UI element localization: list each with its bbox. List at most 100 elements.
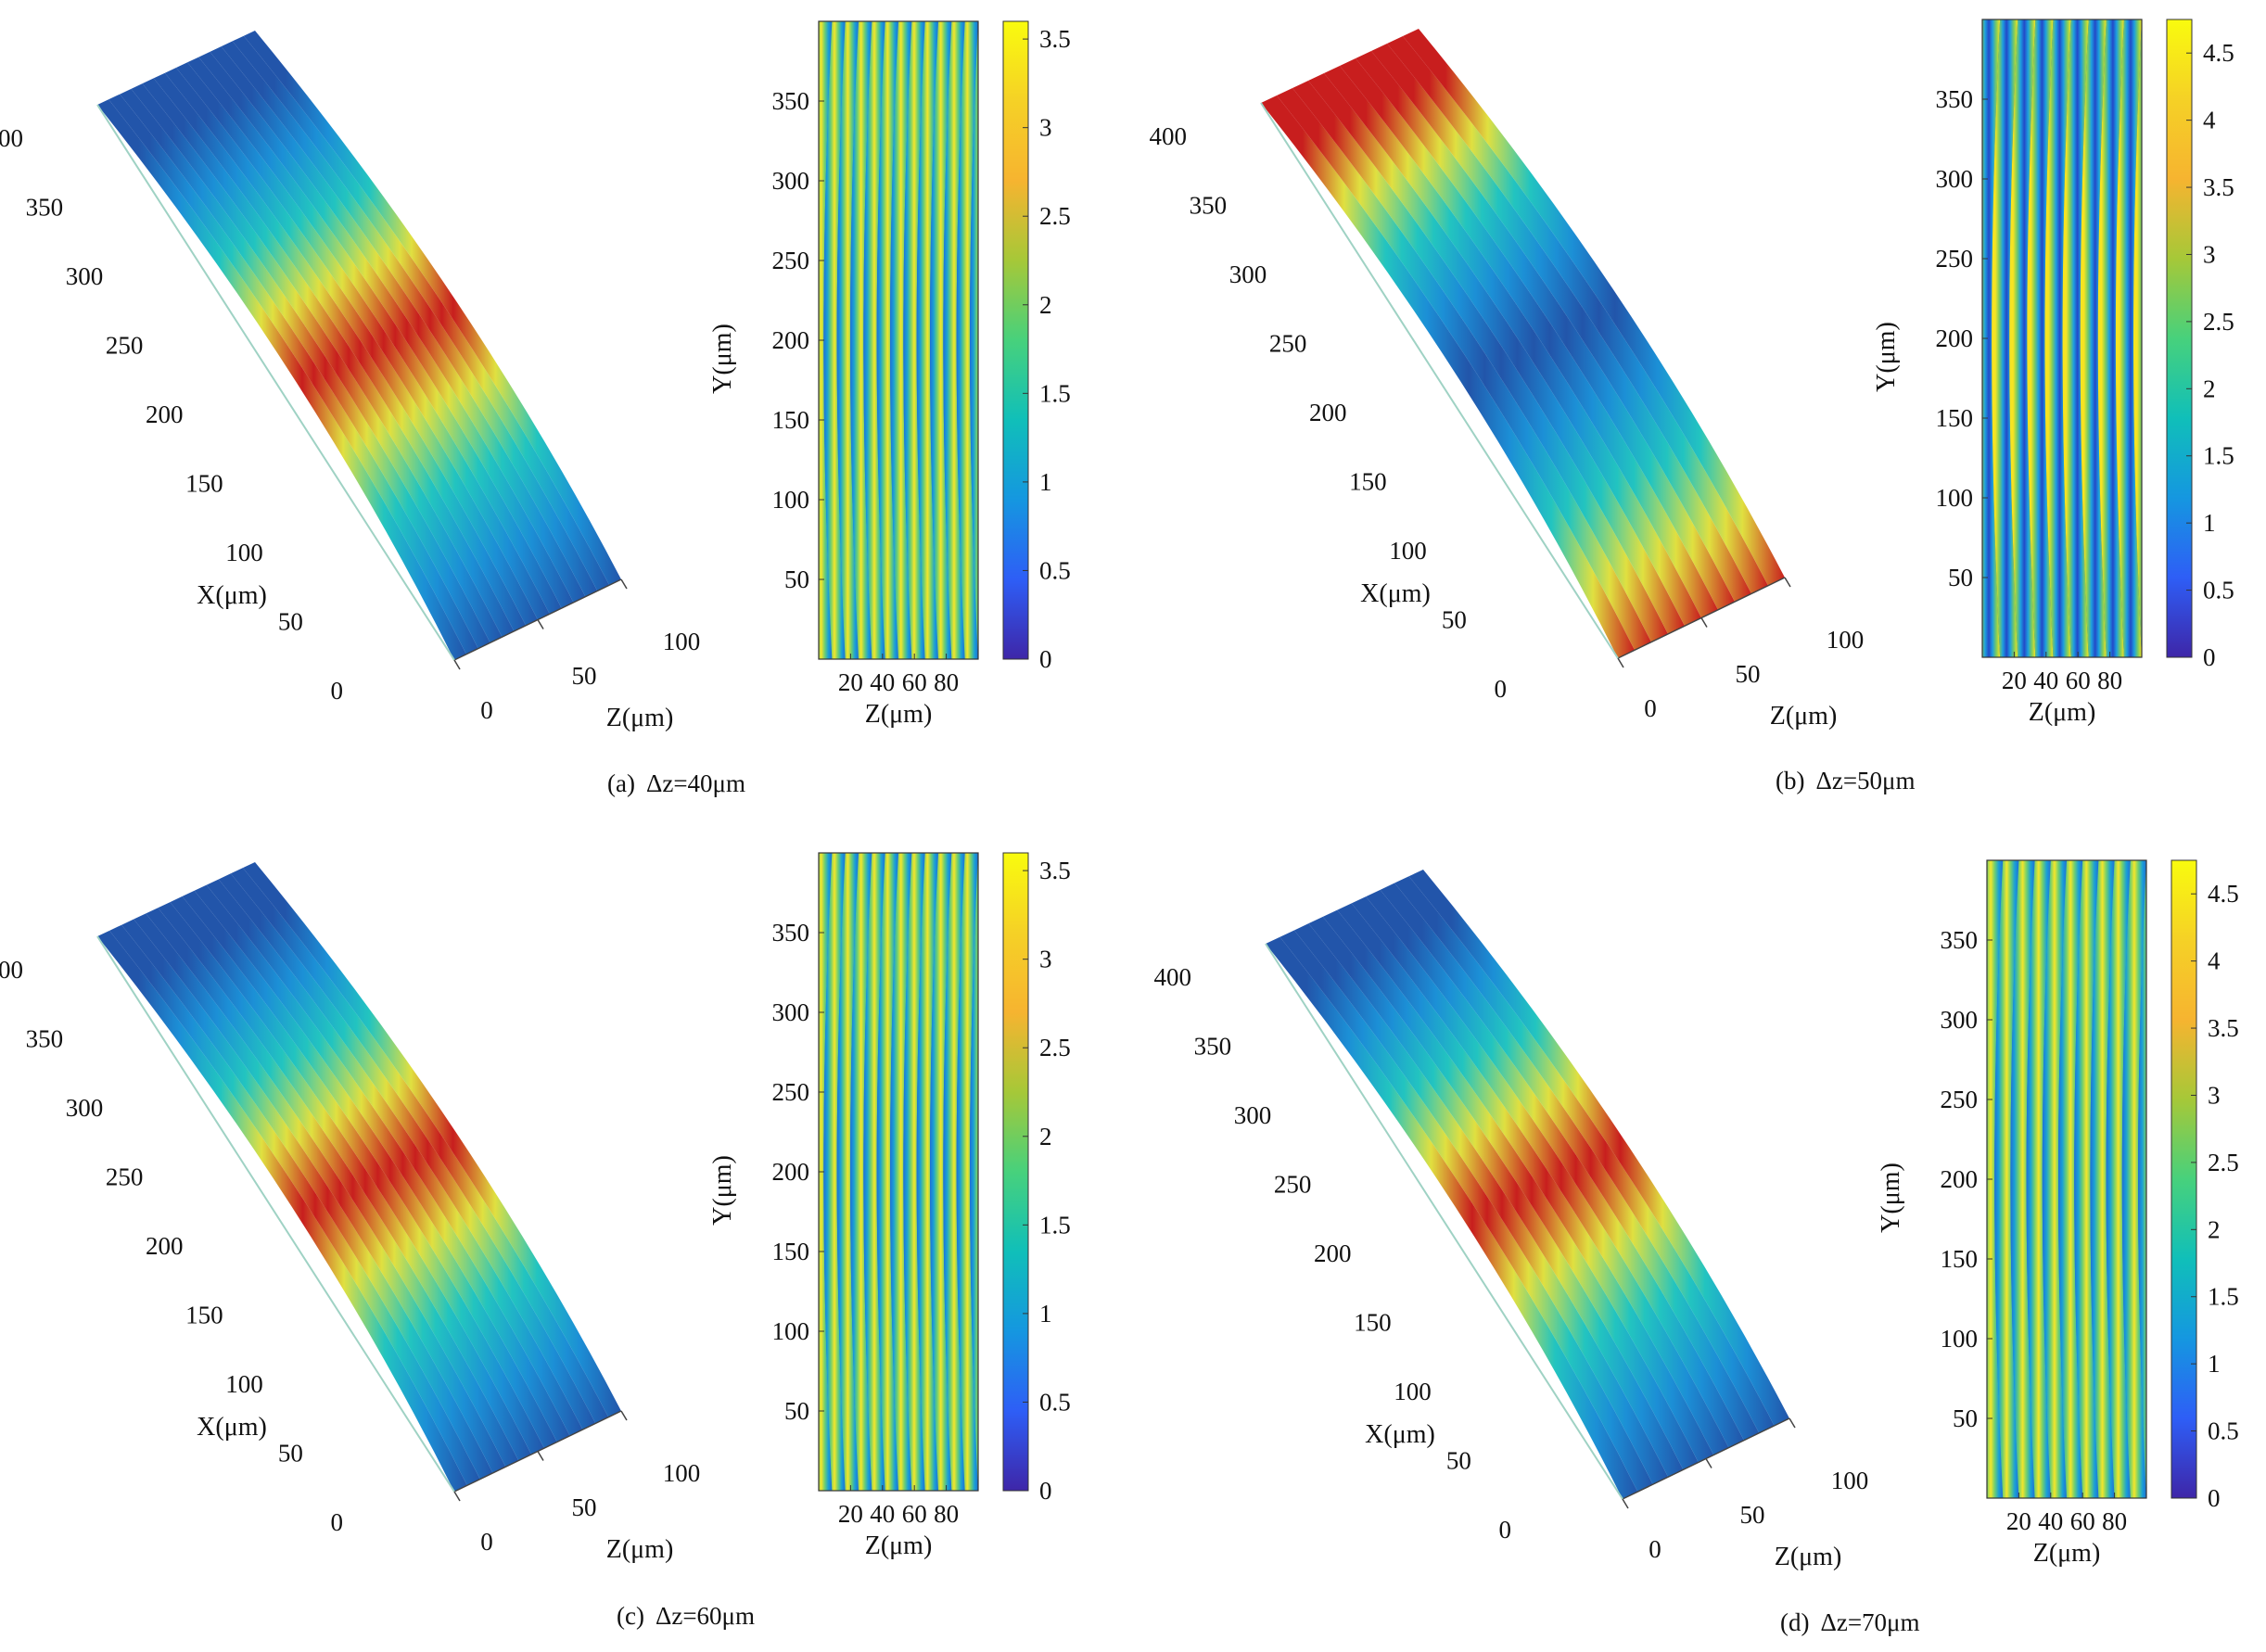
map-stripe bbox=[956, 21, 978, 659]
y-tick-label: 300 bbox=[1941, 1006, 1979, 1034]
surface-stripe bbox=[1308, 916, 1684, 1478]
map-stripe bbox=[2138, 860, 2146, 1498]
map-x-tick-label: 40 bbox=[2033, 667, 2058, 694]
y-tick-label: 150 bbox=[1936, 404, 1974, 432]
map2d-plot: 50 100 150 200 250 300 350 Y(μm) 20 40 60 80Z(μm) bbox=[708, 852, 979, 1560]
surface-stripe bbox=[221, 41, 598, 597]
map-stripe bbox=[850, 853, 872, 1491]
map-stripe bbox=[2058, 860, 2083, 1498]
colorbar: 0 0.5 1 1.5 2 2.5 3 3.5 4 4.5 bbox=[2166, 19, 2234, 671]
z-axis-title: Z(μm) bbox=[1770, 702, 1838, 731]
y-axis-title: Y(μm) bbox=[708, 324, 737, 394]
colorbar-tick-label: 4.5 bbox=[2203, 39, 2234, 67]
y-tick-label: 300 bbox=[772, 998, 810, 1026]
caption-d-label: (d) bbox=[1780, 1608, 1810, 1636]
z-tick-mark bbox=[1784, 577, 1791, 588]
map-stripe bbox=[956, 853, 978, 1491]
surface-stripe bbox=[142, 78, 515, 638]
y-tick-label: 50 bbox=[784, 565, 809, 593]
x-tick-label: 100 bbox=[1394, 1378, 1432, 1405]
y-tick-label: 250 bbox=[772, 1078, 810, 1106]
x-axis-title: X(μm) bbox=[197, 581, 267, 610]
surface-stripe bbox=[1308, 73, 1685, 634]
map-stripe bbox=[2026, 860, 2051, 1498]
colorbar-tick-label: 0.5 bbox=[1039, 1388, 1071, 1416]
colorbar-tick-label: 2.5 bbox=[2203, 308, 2234, 336]
x-tick-label: 350 bbox=[1194, 1033, 1232, 1061]
colorbar-tick-label: 1 bbox=[2203, 509, 2216, 537]
map-stripe bbox=[930, 21, 952, 659]
map-stripe bbox=[876, 21, 898, 659]
colorbar-gradient bbox=[2171, 859, 2197, 1499]
y-tick-label: 50 bbox=[784, 1397, 809, 1425]
colorbar-tick-label: 3.5 bbox=[1039, 857, 1071, 884]
surface-stripe bbox=[210, 46, 586, 603]
colorbar-tick-label: 3 bbox=[2203, 240, 2216, 268]
x-tick-label: 250 bbox=[106, 1163, 144, 1191]
surface-stripe bbox=[1387, 36, 1768, 594]
colorbar-tick-label: 2.5 bbox=[2208, 1149, 2239, 1176]
surface-stripe bbox=[232, 35, 610, 591]
caption-d: (d) Δz=70μm bbox=[1780, 1608, 1920, 1637]
x-tick-label: 400 bbox=[1150, 122, 1188, 150]
z-tick-label: 50 bbox=[572, 1493, 597, 1521]
map-stripe bbox=[2044, 19, 2071, 657]
map-x-axis-title: Z(μm) bbox=[865, 700, 933, 729]
z-tick-label: 50 bbox=[1736, 660, 1761, 688]
y-axis-title: Y(μm) bbox=[708, 1155, 737, 1226]
x-tick-label: 200 bbox=[146, 400, 184, 428]
x-tick-label: 50 bbox=[1446, 1447, 1471, 1475]
z-tick-mark bbox=[1705, 1458, 1712, 1468]
x-tick-label: 300 bbox=[1234, 1101, 1272, 1129]
map-stripe bbox=[916, 21, 938, 659]
colorbar-tick-label: 2.5 bbox=[1039, 1034, 1071, 1061]
surface-stripe bbox=[1279, 930, 1653, 1493]
surface-stripe bbox=[153, 72, 527, 631]
panel-b: 050100150200250300350400X(μm)050100Z(μm)… bbox=[1150, 19, 2234, 731]
map2d-plot: 50 100 150 200 250 300 350 Y(μm) 20 40 60 80Z(μm) bbox=[1877, 859, 2147, 1568]
colorbar-tick-label: 0 bbox=[1039, 645, 1052, 673]
z-tick-mark bbox=[620, 578, 628, 590]
caption-a-text: Δz=40μm bbox=[645, 769, 746, 797]
map-stripe bbox=[2115, 19, 2142, 657]
y-tick-label: 250 bbox=[1936, 245, 1974, 273]
map-x-tick-label: 40 bbox=[2038, 1507, 2063, 1535]
z-tick-label: 0 bbox=[480, 1528, 493, 1556]
caption-c-label: (c) bbox=[617, 1602, 644, 1630]
map-stripe bbox=[863, 853, 885, 1491]
surface-stripe bbox=[194, 884, 570, 1442]
caption-d-text: Δz=70μm bbox=[1820, 1608, 1920, 1636]
surface-stripe bbox=[134, 913, 506, 1473]
surface-stripe bbox=[131, 83, 503, 643]
x-tick-label: 350 bbox=[26, 1025, 64, 1053]
y-tick-label: 200 bbox=[1936, 324, 1974, 352]
surface-stripe bbox=[1292, 81, 1668, 642]
map-x-tick-label: 60 bbox=[2066, 667, 2091, 694]
x-tick-label: 350 bbox=[26, 194, 64, 222]
colorbar-tick-label: 2.5 bbox=[1039, 202, 1071, 230]
map-stripe bbox=[943, 853, 965, 1491]
y-tick-label: 250 bbox=[1941, 1086, 1979, 1113]
colorbar: 0 0.5 1 1.5 2 2.5 3 3.5 bbox=[1002, 852, 1071, 1505]
map-stripe bbox=[2062, 19, 2089, 657]
colorbar-tick-label: 4.5 bbox=[2208, 880, 2239, 908]
x-tick-label: 0 bbox=[331, 1508, 344, 1536]
map-stripe bbox=[903, 853, 925, 1491]
y-tick-label: 200 bbox=[772, 326, 810, 354]
map-stripe bbox=[2009, 19, 2036, 657]
map-x-tick-label: 80 bbox=[2102, 1507, 2127, 1535]
surface-stripe bbox=[187, 57, 562, 615]
caption-c: (c) Δz=60μm bbox=[617, 1602, 755, 1631]
caption-c-text: Δz=60μm bbox=[655, 1602, 756, 1630]
y-tick-label: 350 bbox=[1936, 85, 1974, 113]
colorbar-tick-label: 1.5 bbox=[2203, 442, 2234, 470]
surface-stripe bbox=[1277, 88, 1651, 651]
z-tick-label: 0 bbox=[480, 696, 493, 724]
map-x-tick-label: 80 bbox=[2097, 667, 2122, 694]
surface3d-plot: 0 50 100 150 200 250 300 350 400 X(μm) 0 50 100 Z(μm) bbox=[0, 862, 700, 1564]
map-stripe bbox=[970, 21, 978, 659]
caption-a-label: (a) bbox=[607, 769, 635, 797]
map-x-tick-label: 20 bbox=[2006, 1507, 2031, 1535]
map-stripe bbox=[823, 853, 846, 1491]
map-stripe bbox=[943, 21, 965, 659]
